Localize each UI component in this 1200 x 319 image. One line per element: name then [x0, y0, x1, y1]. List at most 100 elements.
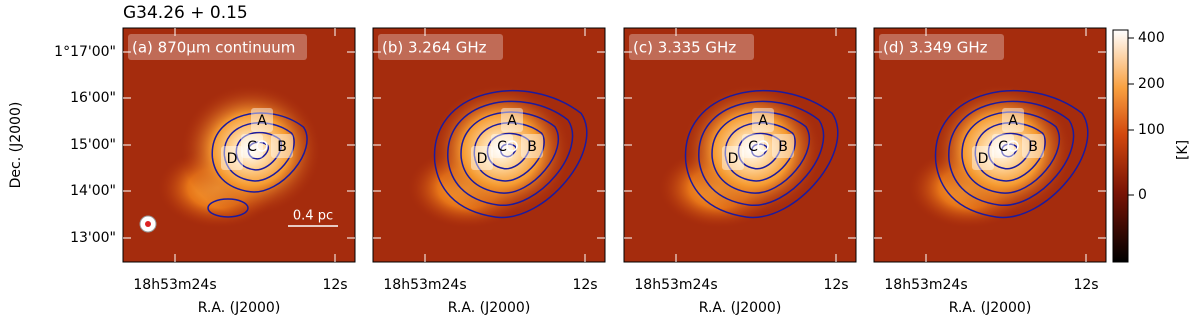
contour: [935, 90, 1089, 218]
source-box: [491, 134, 513, 158]
source-box: [221, 146, 243, 170]
scale-bar-label: 0.4 pc: [293, 209, 333, 224]
contour: [207, 198, 249, 218]
y-tick-label: 15'00": [70, 137, 116, 153]
contour: [211, 112, 308, 193]
x-axis-label: R.A. (J2000): [198, 300, 281, 316]
source-box: [742, 134, 764, 158]
x-tick-label: 12s: [322, 277, 347, 293]
source-label: C: [998, 139, 1008, 155]
x-tick-label: 18h53m24s: [884, 277, 967, 293]
source-box: [471, 146, 493, 170]
panel-image: AB CD (a) 870µm continuum 0.4 pc: [123, 28, 355, 262]
source-box: [241, 134, 263, 158]
contour: [460, 111, 560, 194]
panel: AB CD (b) 3.264 GHz 18h53m24s 12s R.A. (J2000…: [372, 27, 606, 316]
colorbar-tick-label: 400: [1138, 30, 1165, 46]
contour: [724, 122, 796, 182]
source-label: D: [728, 151, 739, 167]
x-tick-label: 18h53m24s: [133, 277, 216, 293]
y-tick-label: 1°17'00": [54, 44, 116, 60]
panel-label: (c) 3.335 GHz: [633, 39, 736, 57]
colorbar: [1112, 29, 1129, 263]
source-label: A: [507, 113, 517, 129]
contour: [698, 100, 825, 206]
source-box: [251, 108, 273, 132]
source-label: B: [277, 139, 287, 155]
core-marker: [757, 140, 769, 152]
y-tick-label: 13'00": [70, 230, 116, 246]
panel-label: (a) 870µm continuum: [132, 39, 295, 57]
contour: [235, 131, 282, 171]
source-label: D: [477, 151, 488, 167]
colorbar-tick-label: 200: [1138, 76, 1165, 92]
beam-core: [145, 221, 151, 227]
panel-label: (b) 3.264 GHz: [382, 39, 487, 57]
source-box: [501, 108, 523, 132]
contour: [486, 132, 531, 170]
colorbar-tick-label: 100: [1138, 122, 1165, 138]
contour: [711, 111, 811, 194]
source-box: [271, 134, 293, 158]
panel: AB CD (d) 3.349 GHz 18h53m24s 12s R.A. (J2000…: [873, 27, 1107, 316]
source-box: [521, 134, 543, 158]
contour: [751, 143, 768, 158]
y-tick-label: 14'00": [70, 183, 116, 199]
y-axis-label: Dec. (J2000): [8, 102, 24, 189]
contour: [737, 132, 782, 170]
y-tick-label: 16'00": [70, 90, 116, 106]
source-label: B: [527, 139, 537, 155]
source-label: C: [497, 139, 507, 155]
contour: [685, 90, 839, 218]
contour: [1001, 143, 1018, 158]
source-label: D: [227, 151, 238, 167]
x-tick-label: 18h53m24s: [634, 277, 717, 293]
x-tick-label: 18h53m24s: [383, 277, 466, 293]
source-label: A: [1008, 113, 1018, 129]
contour: [987, 132, 1032, 170]
contour: [500, 143, 517, 158]
x-tick-label: 12s: [572, 277, 597, 293]
source-label: B: [1028, 139, 1038, 155]
panel-label-box: [128, 34, 307, 60]
panel-label-box: [879, 34, 1004, 60]
source-label: C: [247, 139, 257, 155]
source-box: [772, 134, 794, 158]
panel-label: (d) 3.349 GHz: [883, 39, 988, 57]
contour: [948, 100, 1075, 206]
panel-label-box: [629, 34, 754, 60]
source-label: A: [758, 113, 768, 129]
figure-title: G34.26 + 0.15: [123, 3, 248, 23]
panel-image: AB CD (d) 3.349 GHz: [874, 28, 1106, 262]
x-axis-label: R.A. (J2000): [949, 300, 1032, 316]
panel-label-box: [378, 34, 503, 60]
x-tick-label: 12s: [823, 277, 848, 293]
source-label: B: [778, 139, 788, 155]
x-axis-label: R.A. (J2000): [448, 300, 531, 316]
source-label: A: [257, 113, 267, 129]
source-box: [722, 146, 744, 170]
core-marker: [256, 140, 268, 152]
source-box: [752, 108, 774, 132]
source-box: [972, 146, 994, 170]
colorbar-label: [K]: [1175, 140, 1191, 160]
x-axis-label: R.A. (J2000): [699, 300, 782, 316]
contour: [447, 100, 574, 206]
contour: [473, 122, 545, 182]
source-box: [1022, 134, 1044, 158]
source-box: [992, 134, 1014, 158]
source-label: C: [748, 139, 758, 155]
contour: [434, 90, 588, 218]
source-box: [1002, 108, 1024, 132]
panel-image: AB CD (c) 3.335 GHz: [624, 28, 856, 262]
core-marker: [506, 140, 518, 152]
core-marker: [1007, 140, 1019, 152]
contour: [223, 122, 295, 182]
contour: [247, 141, 270, 160]
contour: [961, 111, 1061, 194]
contour: [974, 122, 1046, 182]
colorbar-tick-label: 0: [1138, 187, 1147, 203]
source-label: D: [978, 151, 989, 167]
x-tick-label: 12s: [1073, 277, 1098, 293]
